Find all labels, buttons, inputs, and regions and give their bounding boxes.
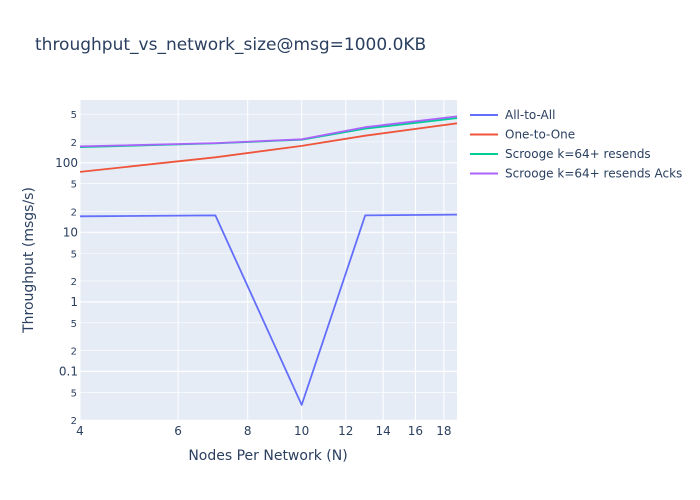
legend-label: Scrooge k=64+ resends Acks: [505, 167, 682, 181]
y-minor-tick-label: 2: [71, 346, 77, 357]
x-tick-label: 18: [436, 424, 451, 438]
legend-label: All-to-All: [505, 108, 555, 122]
y-major-tick-label: 1: [70, 295, 78, 309]
x-axis-ticks: 4 6 8 10 12 14 16 18: [76, 424, 451, 438]
x-tick-label: 14: [375, 424, 390, 438]
plot-area: [80, 100, 457, 420]
y-major-tick-label: 10: [63, 225, 78, 239]
legend-label: One-to-One: [505, 128, 575, 142]
y-minor-tick-label: 5: [71, 110, 77, 121]
y-major-tick-label: 0.1: [59, 364, 78, 378]
y-minor-tick-label: 2: [71, 207, 77, 218]
x-tick-label: 8: [244, 424, 252, 438]
x-tick-label: 12: [338, 424, 353, 438]
legend-item[interactable]: Scrooge k=64+ resends: [470, 147, 651, 161]
series-line-3[interactable]: [79, 115, 458, 148]
y-minor-tick-label: 2: [71, 277, 77, 288]
y-minor-tick-label: 5: [71, 249, 77, 260]
legend-label: Scrooge k=64+ resends: [505, 147, 651, 161]
series-layer: [79, 115, 458, 406]
x-tick-label: 6: [174, 424, 182, 438]
y-major-tick-label: 100: [55, 156, 78, 170]
y-minor-tick-label: 2: [71, 138, 77, 149]
series-line-0[interactable]: [79, 213, 458, 406]
legend-item[interactable]: Scrooge k=64+ resends Acks: [470, 167, 682, 181]
y-axis-title: Throughput (msgs/s): [21, 187, 37, 334]
x-tick-label: 16: [408, 424, 423, 438]
x-axis-title: Nodes Per Network (N): [188, 448, 347, 464]
x-tick-label: 4: [76, 424, 84, 438]
legend-item[interactable]: One-to-One: [470, 128, 575, 142]
legend[interactable]: All-to-All One-to-One Scrooge k=64+ resend…: [470, 108, 682, 181]
grid: [79, 100, 457, 421]
y-axis-ticks: 2 5 2 5 2 5 2 5 2 5 0.1 1 10 100: [55, 110, 78, 427]
legend-item[interactable]: All-to-All: [470, 108, 555, 122]
series-line-1[interactable]: [79, 122, 458, 173]
y-minor-tick-label: 5: [71, 180, 77, 191]
chart-title: throughput_vs_network_size@msg=1000.0KB: [35, 35, 426, 55]
y-minor-tick-label: 5: [71, 319, 77, 330]
x-tick-label: 10: [294, 424, 309, 438]
y-minor-tick-label: 2: [71, 416, 77, 427]
y-minor-tick-label: 5: [71, 388, 77, 399]
